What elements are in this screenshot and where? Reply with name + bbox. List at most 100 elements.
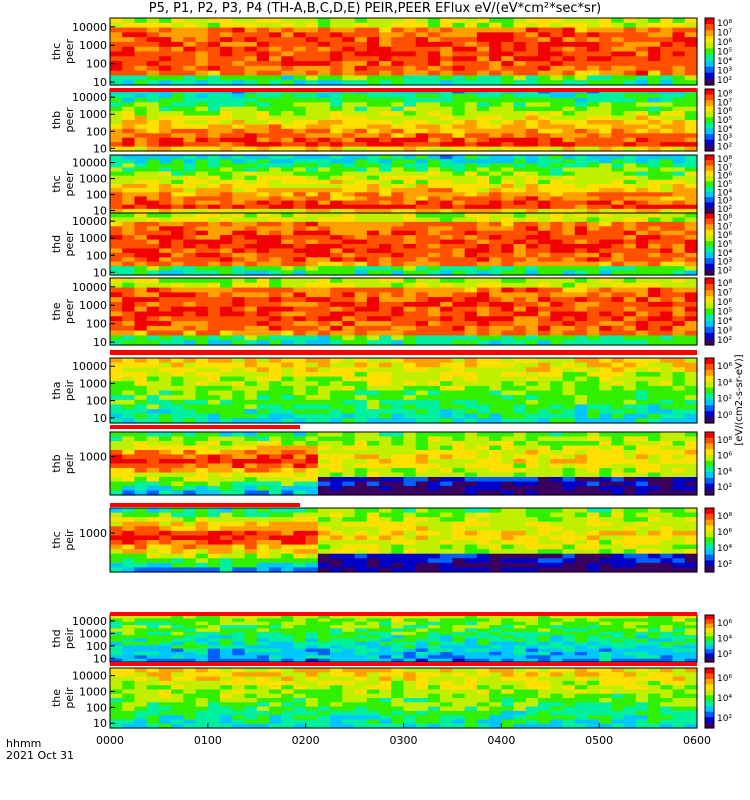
heatmap-cell	[268, 65, 282, 72]
heatmap-cell	[635, 395, 649, 401]
heatmap-cell	[122, 450, 136, 456]
heatmap-cell	[268, 37, 282, 43]
heatmap-cell	[427, 102, 441, 108]
heatmap-cell	[427, 490, 441, 496]
heatmap-cell	[110, 418, 123, 424]
heatmap-cell	[366, 106, 380, 112]
heatmap-cell	[599, 270, 612, 276]
heatmap-cell	[501, 316, 515, 322]
heatmap-cell	[354, 188, 368, 193]
heatmap-cell	[366, 221, 380, 227]
heatmap-cell	[464, 481, 478, 487]
heatmap-cell	[611, 287, 625, 293]
heatmap-cell	[476, 252, 490, 258]
heatmap-cell	[146, 221, 160, 227]
colorbar-swatch	[705, 60, 714, 65]
heatmap-cell	[146, 395, 160, 401]
heatmap-cell	[513, 340, 527, 346]
heatmap-cell	[220, 46, 233, 53]
heatmap-cell	[207, 404, 221, 410]
heatmap-cell	[330, 450, 343, 456]
heatmap-cell	[550, 120, 564, 126]
heatmap-cell	[672, 22, 686, 29]
colorbar-swatch	[705, 155, 714, 159]
heatmap-cell	[158, 385, 172, 392]
heatmap-cell	[293, 46, 307, 53]
heatmap-cell	[146, 163, 160, 169]
heatmap-cell	[525, 450, 539, 456]
heatmap-cell	[391, 46, 405, 53]
heatmap-cell	[672, 367, 686, 373]
heatmap-cell	[305, 311, 319, 317]
heatmap-cell	[562, 395, 576, 401]
heatmap-cell	[244, 175, 258, 181]
heatmap-cell	[134, 252, 148, 258]
heatmap-cell	[538, 358, 551, 364]
heatmap-cell	[146, 120, 160, 126]
heatmap-cell	[342, 230, 356, 236]
heatmap-cell	[183, 459, 197, 465]
heatmap-cell	[379, 297, 392, 303]
heatmap-cell	[440, 133, 454, 139]
colorbar-frame	[704, 212, 715, 276]
heatmap-cell	[122, 102, 136, 108]
heatmap-cell	[489, 445, 502, 451]
heatmap-cell	[195, 371, 209, 378]
heatmap-cell	[207, 163, 221, 169]
heatmap-cell	[158, 436, 172, 442]
heatmap-cell	[550, 301, 564, 308]
heatmap-cell	[244, 399, 258, 406]
panel-species-label: peer	[63, 171, 76, 197]
heatmap-cell	[550, 226, 564, 232]
heatmap-cell	[635, 321, 649, 327]
heatmap-cell	[232, 235, 246, 241]
heatmap-cell	[464, 213, 478, 219]
heatmap-cell	[501, 450, 515, 456]
heatmap-cell	[574, 93, 588, 99]
heatmap-cell	[440, 179, 454, 185]
heatmap-cell	[513, 111, 527, 117]
heatmap-cell	[293, 472, 307, 478]
heatmap-cell	[354, 97, 368, 103]
heatmap-cell	[183, 18, 197, 24]
heatmap-cell	[538, 137, 551, 143]
heatmap-cell	[171, 395, 184, 401]
heatmap-cell	[550, 41, 564, 48]
heatmap-cell	[305, 270, 319, 276]
heatmap-cell	[440, 239, 454, 245]
heatmap-cell	[305, 477, 319, 483]
heatmap-cell	[146, 51, 160, 57]
heatmap-cell	[195, 413, 209, 419]
heatmap-cell	[623, 321, 637, 327]
heatmap-cell	[342, 409, 356, 415]
heatmap-cell	[268, 171, 282, 177]
heatmap-cell	[611, 297, 625, 303]
heatmap-cell	[501, 287, 515, 293]
heatmap-cell	[122, 163, 136, 169]
panel-thc-peer: 10100100010000thcpeer10²10³10⁴10⁵10⁶10⁷1…	[50, 17, 732, 89]
heatmap-cell	[648, 297, 661, 303]
heatmap-cell	[146, 159, 160, 164]
heatmap-cell	[415, 390, 429, 396]
heatmap-cell	[195, 297, 209, 303]
heatmap-cell	[342, 490, 356, 496]
heatmap-cell	[660, 248, 674, 254]
colorbar-swatch	[705, 402, 714, 406]
heatmap-cell	[574, 404, 588, 410]
heatmap-cell	[171, 18, 184, 24]
heatmap-cell	[538, 115, 551, 121]
colorbar-swatch	[705, 296, 714, 300]
heatmap-cell	[684, 486, 698, 492]
heatmap-cell	[379, 463, 392, 469]
heatmap-cell	[525, 257, 539, 263]
heatmap-cell	[195, 292, 209, 298]
heatmap-cell	[476, 32, 490, 38]
heatmap-cell	[391, 287, 405, 293]
colorbar-swatch	[705, 145, 714, 149]
heatmap-cell	[171, 463, 184, 469]
heatmap-cell	[415, 196, 429, 202]
heatmap-cell	[330, 146, 343, 152]
heatmap-cell	[427, 306, 441, 313]
heatmap-cell	[672, 311, 686, 317]
heatmap-cell	[207, 128, 221, 134]
